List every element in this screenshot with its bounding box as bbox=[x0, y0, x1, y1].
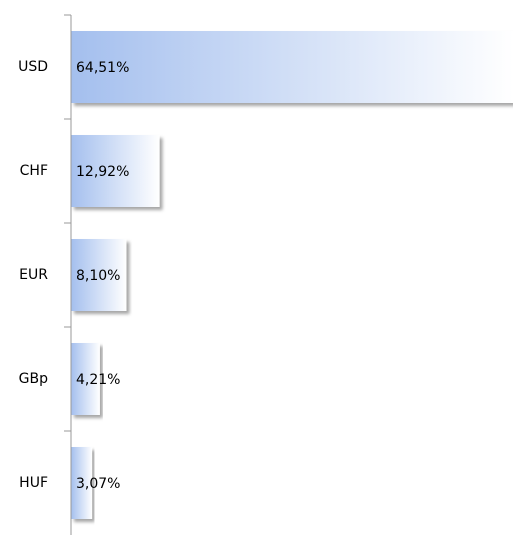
bar bbox=[71, 447, 93, 519]
category-label: GBp bbox=[19, 371, 48, 387]
value-label: 8,10% bbox=[76, 268, 120, 284]
category-label: CHF bbox=[20, 163, 48, 179]
bar bbox=[71, 135, 160, 207]
value-label: 4,21% bbox=[76, 372, 120, 388]
category-label: EUR bbox=[19, 267, 48, 283]
value-label: 12,92% bbox=[76, 164, 129, 180]
bar bbox=[71, 343, 100, 415]
category-label: HUF bbox=[19, 475, 48, 491]
value-label: 3,07% bbox=[76, 476, 120, 492]
category-label: USD bbox=[18, 59, 48, 75]
bar bbox=[71, 31, 513, 103]
bar bbox=[71, 239, 127, 311]
value-label: 64,51% bbox=[76, 60, 129, 76]
